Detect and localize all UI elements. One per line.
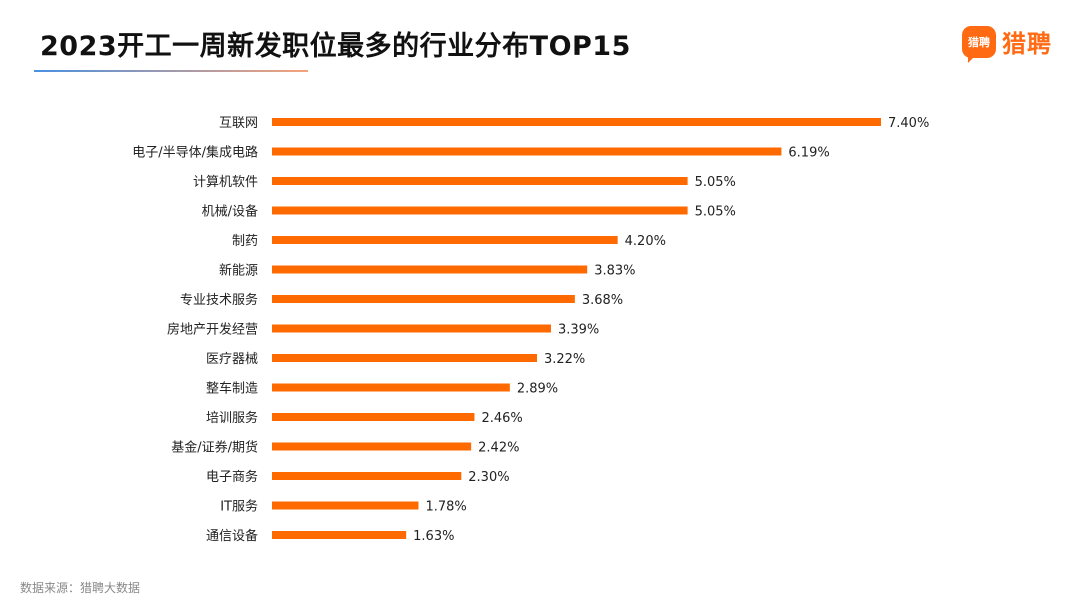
category-label: 计算机软件: [193, 175, 258, 190]
bar: [272, 324, 551, 333]
category-label: 医疗器械: [206, 352, 258, 367]
category-label: 机械/设备: [202, 204, 258, 220]
value-label: 5.05%: [695, 205, 736, 220]
value-label: 2.89%: [517, 382, 558, 397]
category-label: 基金/证券/期货: [171, 440, 258, 456]
category-label: 专业技术服务: [180, 292, 258, 308]
data-source-note: 数据来源：猎聘大数据: [20, 581, 141, 595]
category-label: 制药: [232, 234, 258, 249]
value-label: 3.39%: [558, 323, 599, 338]
category-label: IT服务: [220, 499, 258, 515]
bar: [272, 501, 419, 510]
value-label: 3.68%: [582, 293, 623, 308]
category-label: 电子商务: [206, 469, 258, 485]
category-label: 培训服务: [206, 410, 258, 426]
bar: [272, 206, 688, 215]
value-label: 2.42%: [478, 441, 519, 456]
value-label: 1.78%: [425, 500, 466, 515]
category-label: 整车制造: [206, 381, 258, 397]
category-label: 房地产开发经营: [167, 322, 258, 338]
category-label: 电子/半导体/集成电路: [132, 145, 258, 161]
value-label: 6.19%: [788, 146, 829, 161]
category-label: 互联网: [219, 116, 258, 131]
bar: [272, 531, 407, 539]
chart-title: 2023开工一周新发职位最多的行业分布TOP15: [40, 31, 631, 62]
bar: [272, 413, 475, 421]
bar: [272, 472, 462, 480]
liepin-logo-icon: 猎聘: [962, 25, 996, 63]
value-label: 1.63%: [413, 529, 454, 544]
title-underline: [34, 70, 308, 72]
bar: [272, 354, 537, 362]
value-label: 5.05%: [695, 175, 736, 190]
bar: [272, 177, 688, 185]
brand-logo: 猎聘 猎聘: [962, 24, 1052, 63]
value-label: 3.22%: [544, 352, 585, 367]
bar: [272, 295, 575, 303]
bar: [272, 383, 510, 392]
bar: [272, 442, 472, 451]
bar: [272, 118, 881, 126]
value-label: 2.30%: [468, 470, 509, 485]
value-label: 3.83%: [594, 264, 635, 279]
bar: [272, 147, 782, 156]
value-label: 4.20%: [625, 234, 666, 249]
category-label: 新能源: [219, 263, 258, 279]
bar: [272, 265, 588, 274]
value-label: 2.46%: [481, 411, 522, 426]
brand-name: 猎聘: [1002, 30, 1052, 58]
category-label: 通信设备: [206, 528, 258, 544]
value-label: 7.40%: [888, 116, 929, 131]
bar: [272, 236, 618, 244]
